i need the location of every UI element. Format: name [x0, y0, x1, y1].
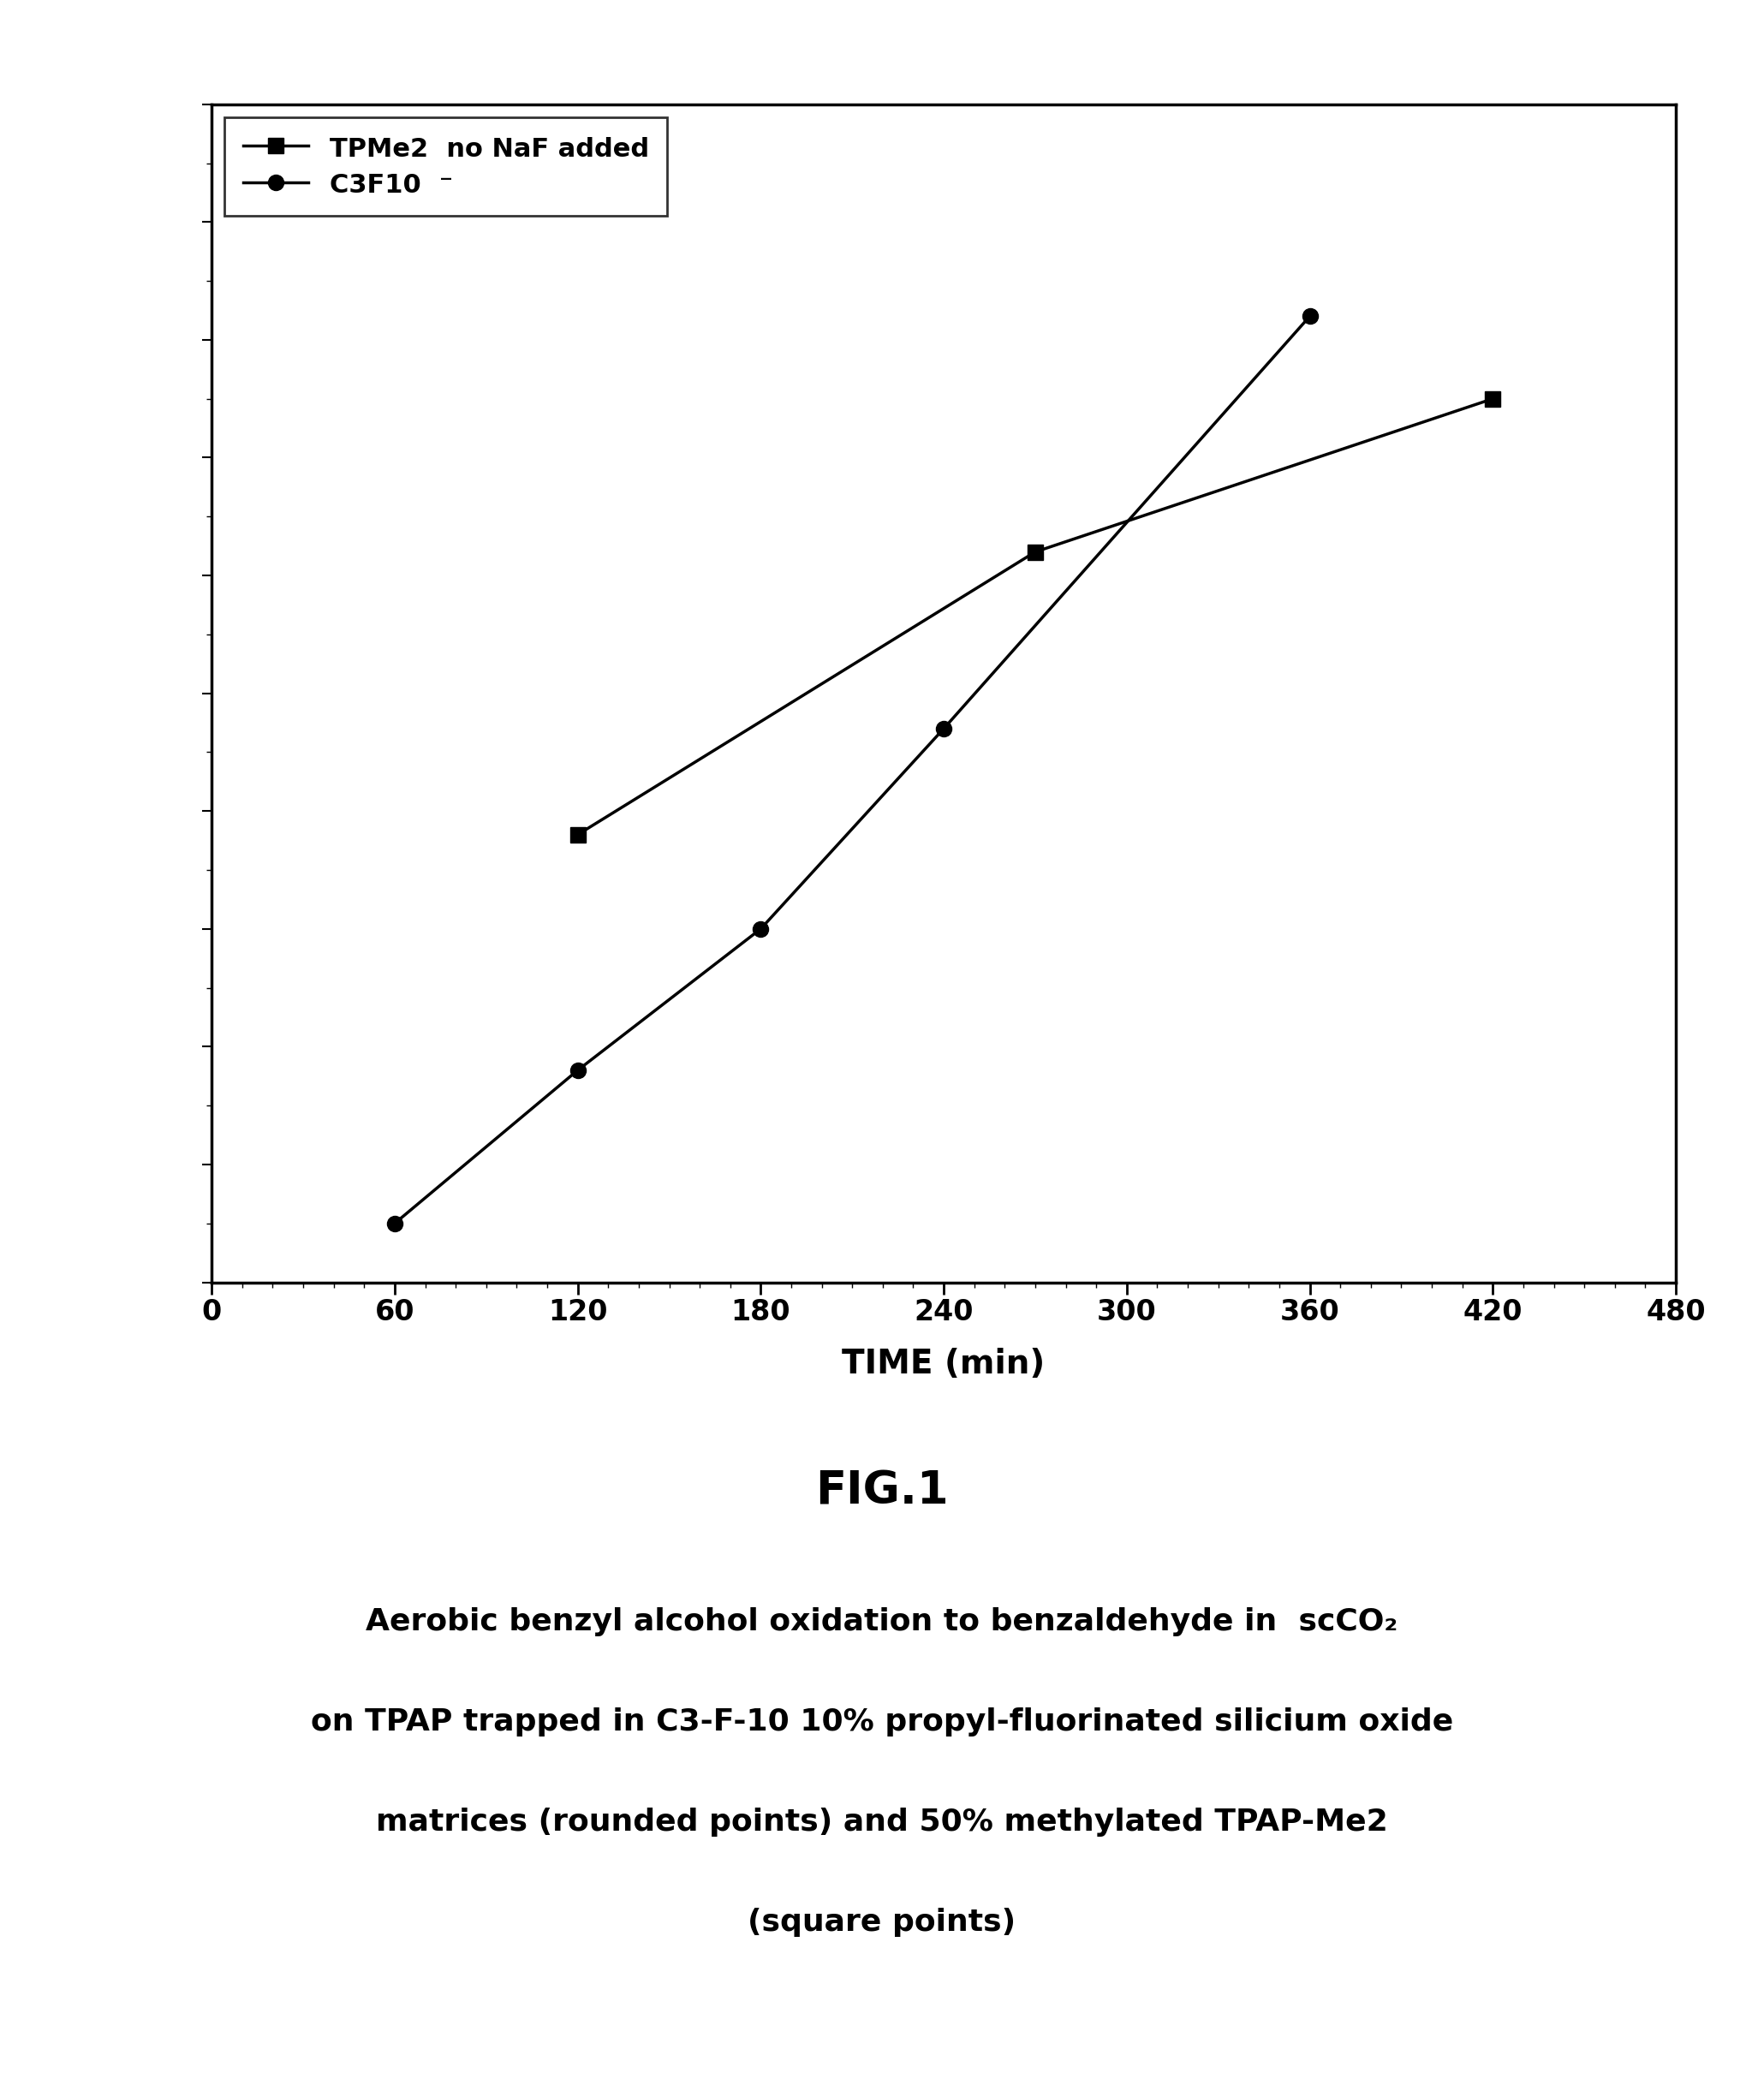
Text: (square points): (square points)	[748, 1908, 1016, 1937]
C3F10  ⁻	[1298, 304, 1319, 329]
TPMe2  no NaF added	[566, 821, 587, 847]
Text: on TPAP trapped in C3-F-10 10% propyl-fluorinated silicium oxide: on TPAP trapped in C3-F-10 10% propyl-fl…	[310, 1708, 1454, 1737]
Text: Aerobic benzyl alcohol oxidation to benzaldehyde in  scCO₂: Aerobic benzyl alcohol oxidation to benz…	[365, 1608, 1399, 1637]
X-axis label: TIME (min): TIME (min)	[841, 1349, 1046, 1380]
C3F10  ⁻	[933, 715, 954, 740]
Line: TPMe2  no NaF added: TPMe2 no NaF added	[570, 392, 1501, 842]
C3F10  ⁻	[750, 917, 771, 942]
Legend: TPMe2  no NaF added, C3F10  ⁻: TPMe2 no NaF added, C3F10 ⁻	[224, 117, 667, 217]
TPMe2  no NaF added	[1482, 386, 1503, 411]
TPMe2  no NaF added	[1025, 540, 1046, 565]
Text: matrices (rounded points) and 50% methylated TPAP-Me2: matrices (rounded points) and 50% methyl…	[376, 1808, 1388, 1837]
Text: FIG.1: FIG.1	[815, 1468, 949, 1514]
C3F10  ⁻	[566, 1057, 587, 1082]
Line: C3F10  ⁻: C3F10 ⁻	[386, 309, 1318, 1230]
C3F10  ⁻	[385, 1211, 406, 1236]
